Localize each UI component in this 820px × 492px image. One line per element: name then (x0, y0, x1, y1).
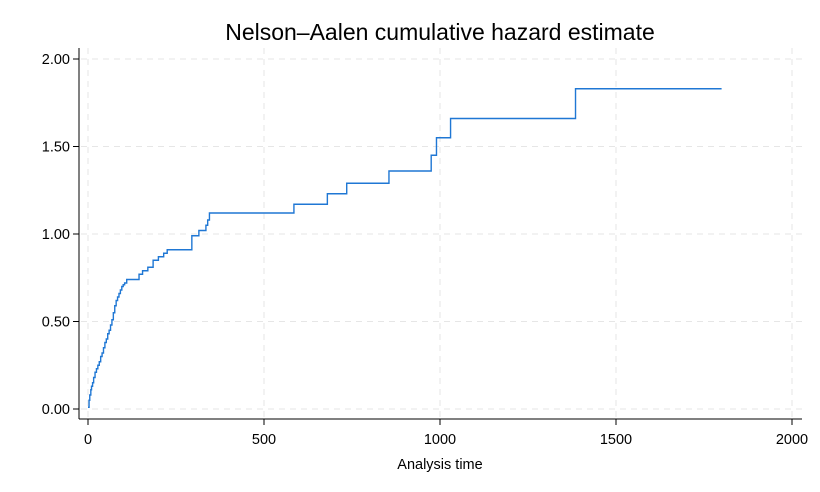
series-line (88, 88, 722, 408)
x-tick-label: 2000 (776, 432, 808, 448)
chart-title: Nelson–Aalen cumulative hazard estimate (225, 19, 655, 45)
y-tick-label: 1.00 (42, 227, 70, 243)
y-tick-label: 2.00 (42, 52, 70, 68)
x-axis-label: Analysis time (397, 457, 482, 473)
x-tick-label: 1000 (424, 432, 456, 448)
ticks: 0.00 0.50 1.00 1.50 2.00 0 500 1000 1500 2000 (42, 52, 808, 448)
series (88, 88, 722, 408)
x-tick-label: 500 (252, 432, 276, 448)
y-tick-label: 0.50 (42, 315, 70, 331)
x-tick-label: 0 (84, 432, 92, 448)
y-tick-label: 0.00 (42, 402, 70, 418)
x-tick-label: 1500 (600, 432, 632, 448)
y-tick-label: 1.50 (42, 140, 70, 156)
